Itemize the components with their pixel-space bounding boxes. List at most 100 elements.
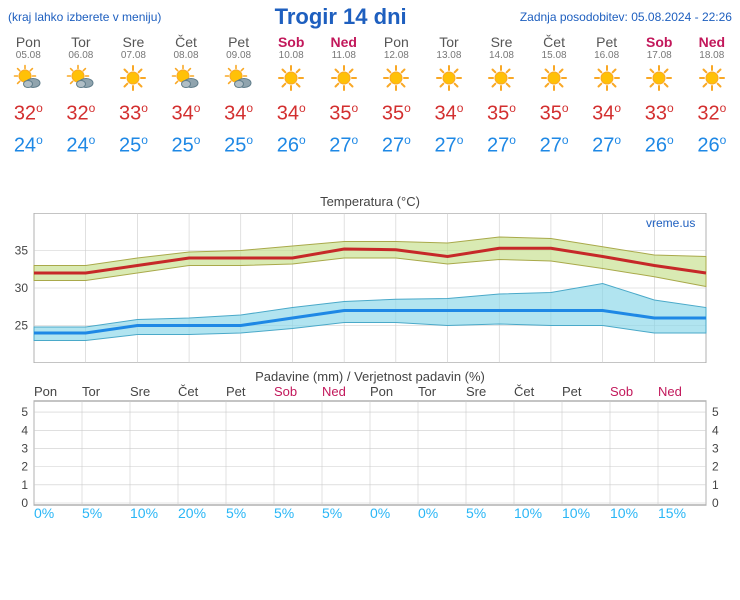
precip-probability: 10% [562,505,610,521]
temp-high: 34o [160,95,213,127]
temp-low: 27o [317,127,370,159]
precip-probability: 10% [610,505,658,521]
day-date: 18.08 [686,50,739,61]
temp-high: 35o [528,95,581,127]
svg-text:35: 35 [15,244,29,258]
precip-day-label: Tor [418,384,466,399]
svg-text:2: 2 [21,460,28,474]
weather-icon [528,61,581,95]
day-date: 14.08 [475,50,528,61]
svg-text:1: 1 [712,478,719,492]
svg-text:25: 25 [15,319,29,333]
day-date: 07.08 [107,50,160,61]
precip-day-label: Pon [370,384,418,399]
svg-text:4: 4 [21,424,28,438]
weather-icon [686,61,739,95]
header-bar: (kraj lahko izberete v meniju) Trogir 14… [0,0,740,32]
precip-probability: 0% [418,505,466,521]
temp-low: 27o [370,127,423,159]
weather-icon [317,61,370,95]
precip-day-label: Ned [322,384,370,399]
day-name: Tor [55,34,108,50]
forecast-day: Sob10.0834o26o [265,34,318,158]
forecast-day: Pon12.0835o27o [370,34,423,158]
weather-icon [423,61,476,95]
precip-probability: 5% [466,505,514,521]
menu-hint[interactable]: (kraj lahko izberete v meniju) [8,10,161,24]
day-date: 09.08 [212,50,265,61]
temp-high: 34o [423,95,476,127]
forecast-day: Sob17.0833o26o [633,34,686,158]
precip-day-label: Pet [226,384,274,399]
watermark: vreme.us [646,216,695,230]
day-name: Sob [633,34,686,50]
day-date: 13.08 [423,50,476,61]
precip-probability: 15% [658,505,706,521]
precip-probability: 0% [34,505,82,521]
forecast-day: Sre07.0833o25o [107,34,160,158]
forecast-day: Čet08.08 34o25o [160,34,213,158]
precip-probability-row: 0%5%10%20%5%5%5%0%0%5%10%10%10%15% [0,505,740,521]
temp-high: 33o [633,95,686,127]
temp-low: 25o [160,127,213,159]
day-date: 16.08 [580,50,633,61]
temp-high: 32o [55,95,108,127]
forecast-day: Pon05.0832o24o [2,34,55,158]
temp-low: 26o [265,127,318,159]
precip-day-label: Tor [82,384,130,399]
temp-high: 35o [370,95,423,127]
forecast-day: Ned11.0835o27o [317,34,370,158]
precip-chart-area: Padavine (mm) / Verjetnost padavin (%) P… [0,363,740,521]
temperature-chart-area: Temperatura (°C) 253035vreme.us [0,162,740,363]
day-name: Tor [423,34,476,50]
temp-low: 27o [580,127,633,159]
precip-day-label: Pon [34,384,82,399]
precip-day-label: Ned [658,384,706,399]
svg-text:0: 0 [712,496,719,507]
precip-probability: 5% [322,505,370,521]
precip-chart: 001122334455 [0,399,740,507]
weather-icon [55,61,108,95]
svg-text:0: 0 [21,496,28,507]
weather-icon [633,61,686,95]
temp-low: 27o [423,127,476,159]
forecast-day: Tor06.0832o24o [55,34,108,158]
day-name: Čet [528,34,581,50]
day-date: 15.08 [528,50,581,61]
weather-icon [212,61,265,95]
forecast-day-row: Pon05.0832o24oTor06.0832o24oSre07.0833o2… [0,32,740,162]
temp-low: 26o [686,127,739,159]
svg-text:5: 5 [712,405,719,419]
forecast-day: Pet16.0834o27o [580,34,633,158]
svg-text:2: 2 [712,460,719,474]
weather-icon [265,61,318,95]
precip-day-label: Sre [466,384,514,399]
weather-icon [107,61,160,95]
precip-day-label: Čet [178,384,226,399]
temp-low: 24o [2,127,55,159]
precip-probability: 0% [370,505,418,521]
precip-probability: 5% [82,505,130,521]
day-date: 12.08 [370,50,423,61]
precip-day-label: Čet [514,384,562,399]
temp-low: 24o [55,127,108,159]
precip-probability: 10% [130,505,178,521]
weather-icon [2,61,55,95]
day-name: Čet [160,34,213,50]
day-name: Sre [475,34,528,50]
precip-day-label: Sob [610,384,658,399]
page-title: Trogir 14 dni [275,4,407,30]
temperature-chart: 253035vreme.us [0,213,740,363]
svg-text:3: 3 [21,442,28,456]
forecast-day: Ned18.0832o26o [686,34,739,158]
precip-day-label: Sre [130,384,178,399]
svg-text:4: 4 [712,424,719,438]
day-date: 08.08 [160,50,213,61]
precip-probability: 10% [514,505,562,521]
temp-high: 32o [686,95,739,127]
precip-probability: 20% [178,505,226,521]
temp-low: 27o [475,127,528,159]
temp-high: 35o [317,95,370,127]
svg-text:5: 5 [21,405,28,419]
temp-high: 35o [475,95,528,127]
